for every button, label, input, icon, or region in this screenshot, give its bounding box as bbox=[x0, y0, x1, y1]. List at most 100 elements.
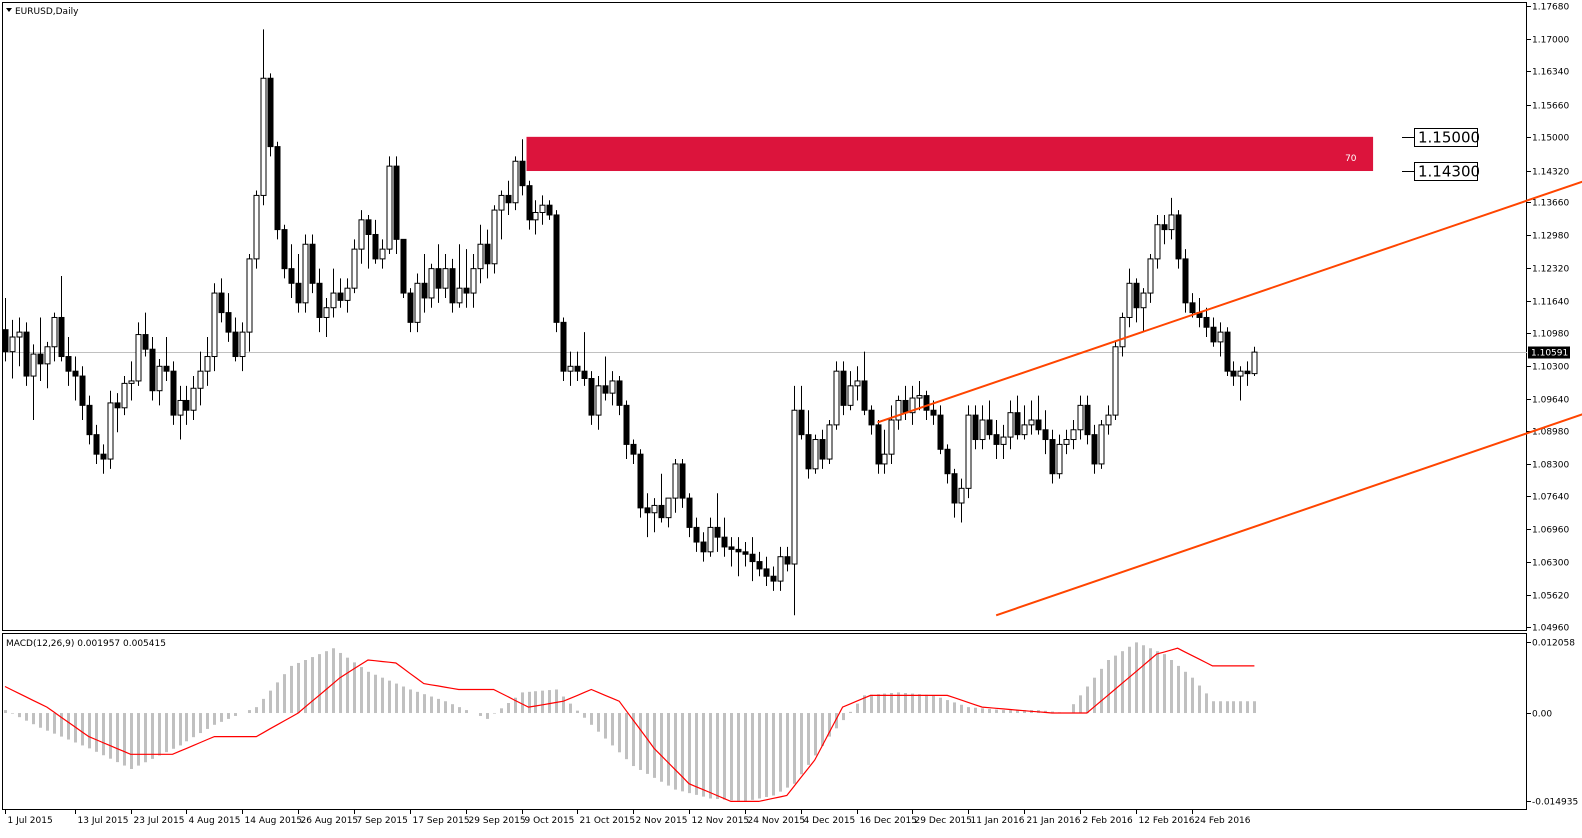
candle-body bbox=[107, 402, 114, 460]
time-tick-label: 11 Jan 2016 bbox=[971, 816, 1025, 826]
candle-body bbox=[951, 473, 958, 504]
candle bbox=[986, 400, 993, 440]
dropdown-triangle-icon[interactable] bbox=[6, 8, 12, 12]
candle-body bbox=[400, 238, 407, 294]
candle-body bbox=[477, 243, 484, 270]
candle bbox=[1056, 434, 1063, 479]
price-tick-label: 1.11640 bbox=[1532, 298, 1569, 308]
candle-body bbox=[588, 378, 595, 416]
candle bbox=[1182, 249, 1189, 313]
candle bbox=[770, 566, 777, 591]
price-tick-label: 1.15660 bbox=[1532, 102, 1569, 112]
candle bbox=[65, 337, 72, 386]
price-tick-label: 1.14320 bbox=[1532, 168, 1569, 178]
candle-body bbox=[121, 382, 128, 409]
candle bbox=[930, 400, 937, 425]
candle bbox=[1084, 395, 1091, 445]
candle-body bbox=[393, 165, 400, 240]
candle-body bbox=[498, 194, 505, 211]
candle-body bbox=[1251, 351, 1258, 375]
candle-body bbox=[288, 268, 295, 284]
candle bbox=[875, 420, 882, 474]
candle bbox=[316, 268, 323, 333]
time-tick-label: 14 Aug 2015 bbox=[245, 816, 303, 826]
candle-body bbox=[79, 375, 86, 406]
candle-body bbox=[316, 282, 323, 318]
candle-body bbox=[937, 414, 944, 450]
candle-body bbox=[1091, 434, 1098, 465]
candle bbox=[1189, 293, 1196, 318]
candle bbox=[44, 341, 51, 389]
candle bbox=[225, 293, 232, 342]
candle-body bbox=[791, 409, 798, 565]
candle bbox=[805, 410, 812, 479]
candle-body bbox=[1021, 424, 1028, 436]
candle-body bbox=[337, 292, 344, 301]
candle-body bbox=[135, 334, 142, 382]
candle bbox=[1140, 288, 1147, 333]
candle-body bbox=[847, 385, 854, 406]
candle-body bbox=[819, 439, 826, 460]
candle-body bbox=[163, 365, 170, 372]
candle bbox=[337, 278, 344, 308]
candle-body bbox=[267, 77, 274, 148]
candle bbox=[72, 356, 79, 401]
candle-body bbox=[616, 380, 623, 406]
candle bbox=[365, 214, 372, 269]
candle-body bbox=[902, 399, 909, 414]
candle-body bbox=[512, 160, 519, 204]
candle bbox=[281, 224, 288, 279]
candle-body bbox=[1119, 316, 1126, 348]
macd-title: MACD(12,26,9) 0.001957 0.005415 bbox=[6, 639, 166, 649]
candle bbox=[721, 517, 728, 557]
candle-body bbox=[805, 434, 812, 470]
price-tick-label: 1.08980 bbox=[1532, 428, 1569, 438]
candle bbox=[993, 420, 1000, 460]
candle-body bbox=[881, 453, 888, 465]
candle-body bbox=[1175, 214, 1182, 260]
candle-body bbox=[784, 556, 791, 565]
candle bbox=[916, 380, 923, 411]
candle-body bbox=[714, 526, 721, 538]
candle bbox=[470, 254, 477, 308]
candle-body bbox=[16, 331, 23, 338]
price-tick-label: 1.06300 bbox=[1532, 559, 1569, 569]
time-tick-label: 16 Dec 2015 bbox=[860, 816, 918, 826]
candle-body bbox=[449, 268, 456, 304]
candle-body bbox=[246, 258, 253, 333]
candle bbox=[183, 385, 190, 425]
candle-body bbox=[470, 268, 477, 294]
candle-body bbox=[519, 160, 526, 187]
candle-body bbox=[149, 348, 156, 392]
candle bbox=[288, 244, 295, 298]
candle bbox=[546, 200, 553, 220]
candle bbox=[491, 205, 498, 274]
candle-body bbox=[1063, 439, 1070, 445]
price-tick-label: 1.05620 bbox=[1532, 592, 1569, 602]
candle-body bbox=[1244, 370, 1251, 375]
candle bbox=[232, 317, 239, 362]
candle-body bbox=[1035, 419, 1042, 431]
candle bbox=[581, 332, 588, 386]
candle bbox=[274, 141, 281, 240]
candle-body bbox=[505, 194, 512, 204]
candle-body bbox=[728, 546, 735, 550]
candle bbox=[784, 546, 791, 572]
candle-body bbox=[225, 312, 232, 333]
candle bbox=[972, 405, 979, 450]
price-tick-label: 1.17000 bbox=[1532, 36, 1569, 46]
candle bbox=[456, 244, 463, 308]
candle-body bbox=[1140, 292, 1147, 309]
candle bbox=[756, 551, 763, 577]
candle bbox=[1000, 424, 1007, 460]
candle bbox=[218, 278, 225, 323]
candle-body bbox=[1161, 224, 1168, 231]
candle bbox=[379, 239, 386, 269]
candle bbox=[840, 361, 847, 416]
candle bbox=[51, 312, 58, 362]
current-price-box bbox=[1528, 346, 1570, 359]
candle-body bbox=[526, 185, 533, 221]
candle-body bbox=[1112, 346, 1119, 416]
candle-body bbox=[253, 194, 260, 260]
